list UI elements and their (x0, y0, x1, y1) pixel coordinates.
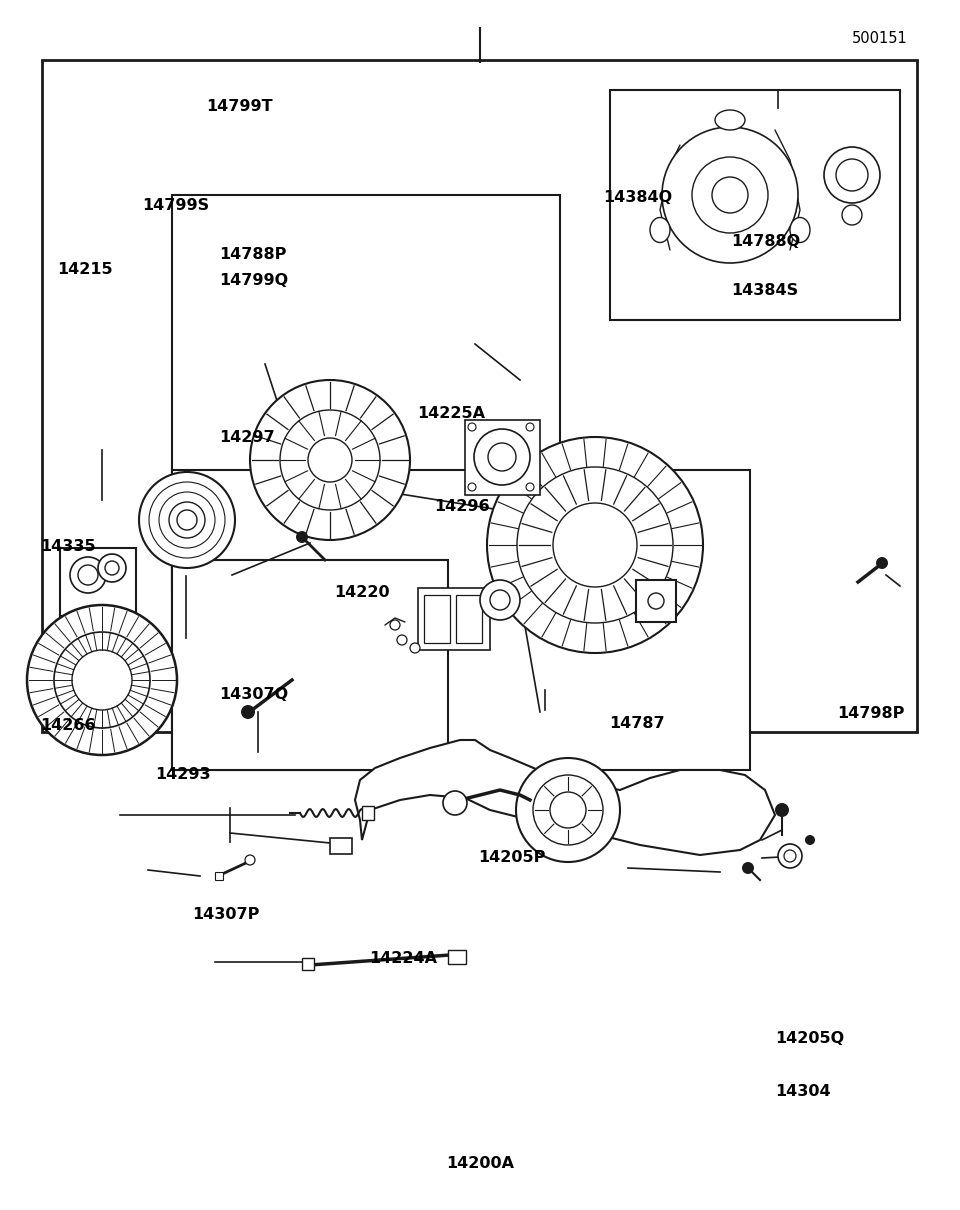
Circle shape (550, 793, 586, 828)
Text: 14799T: 14799T (206, 99, 273, 114)
Text: 14266: 14266 (40, 719, 96, 733)
Circle shape (824, 146, 880, 203)
Bar (330, 839, 352, 854)
Bar (448, 950, 466, 964)
Circle shape (487, 437, 703, 653)
Bar (636, 580, 676, 622)
Circle shape (149, 482, 225, 558)
Text: 14384Q: 14384Q (603, 190, 672, 204)
Text: 14788P: 14788P (219, 247, 286, 261)
Text: 14788Q: 14788Q (732, 235, 801, 249)
Text: 14215: 14215 (58, 263, 113, 277)
Circle shape (517, 467, 673, 623)
Text: 14224A: 14224A (370, 951, 438, 966)
Circle shape (516, 757, 620, 862)
Bar (302, 958, 314, 970)
Polygon shape (172, 469, 750, 770)
Bar (610, 90, 900, 319)
Text: 14304: 14304 (776, 1084, 831, 1099)
Circle shape (648, 593, 664, 609)
Ellipse shape (715, 110, 745, 129)
Circle shape (443, 791, 467, 816)
Circle shape (842, 204, 862, 225)
Text: 14296: 14296 (434, 500, 490, 514)
Circle shape (662, 127, 798, 263)
Text: 14220: 14220 (334, 586, 390, 600)
Circle shape (139, 472, 235, 567)
Circle shape (533, 774, 603, 845)
Circle shape (480, 580, 520, 620)
Circle shape (876, 557, 888, 569)
Circle shape (105, 561, 119, 575)
Circle shape (70, 557, 106, 593)
Circle shape (553, 503, 637, 587)
Polygon shape (172, 195, 560, 590)
Text: 14297: 14297 (219, 431, 275, 445)
Circle shape (784, 849, 796, 862)
Bar (42, 60, 917, 732)
Circle shape (54, 632, 150, 728)
Circle shape (177, 509, 197, 530)
Circle shape (490, 590, 510, 610)
Circle shape (308, 438, 352, 482)
Circle shape (72, 650, 132, 710)
Circle shape (778, 845, 802, 868)
Circle shape (397, 635, 407, 645)
Circle shape (474, 430, 530, 485)
Circle shape (712, 177, 748, 213)
Circle shape (836, 159, 868, 191)
Text: 14205P: 14205P (478, 851, 545, 865)
Bar (424, 595, 450, 643)
Polygon shape (355, 741, 775, 855)
Circle shape (805, 835, 815, 845)
Text: 14798P: 14798P (837, 707, 904, 721)
Polygon shape (172, 560, 448, 770)
Text: 14205Q: 14205Q (776, 1031, 845, 1045)
Circle shape (742, 862, 754, 874)
Text: 14225A: 14225A (418, 407, 486, 421)
Circle shape (280, 410, 380, 509)
Circle shape (468, 424, 476, 431)
Bar (215, 872, 223, 880)
Circle shape (526, 424, 534, 431)
Circle shape (250, 380, 410, 540)
Circle shape (27, 605, 177, 755)
Text: 14307P: 14307P (192, 908, 259, 922)
Ellipse shape (790, 218, 810, 242)
Circle shape (692, 157, 768, 234)
Text: 14787: 14787 (610, 716, 665, 731)
Circle shape (410, 643, 420, 653)
Circle shape (296, 531, 308, 543)
Circle shape (775, 803, 789, 817)
Circle shape (241, 705, 255, 719)
Ellipse shape (650, 218, 670, 242)
Circle shape (98, 554, 126, 582)
Circle shape (169, 502, 205, 538)
Bar (456, 595, 482, 643)
Circle shape (159, 492, 215, 548)
Circle shape (468, 483, 476, 491)
Circle shape (488, 443, 516, 471)
Bar (418, 588, 490, 650)
Bar (60, 548, 136, 616)
Bar (465, 420, 540, 495)
Circle shape (245, 855, 255, 865)
Text: 14799S: 14799S (142, 198, 209, 213)
Text: 14799Q: 14799Q (219, 273, 288, 288)
Circle shape (390, 620, 400, 630)
Circle shape (526, 483, 534, 491)
Text: 14293: 14293 (156, 767, 211, 782)
Bar (362, 806, 374, 820)
Circle shape (78, 565, 98, 584)
Text: 500151: 500151 (852, 31, 907, 46)
Text: 14200A: 14200A (446, 1157, 514, 1171)
Text: 14384S: 14384S (732, 283, 799, 298)
Text: 14307Q: 14307Q (219, 687, 288, 702)
Text: 14335: 14335 (40, 540, 96, 554)
